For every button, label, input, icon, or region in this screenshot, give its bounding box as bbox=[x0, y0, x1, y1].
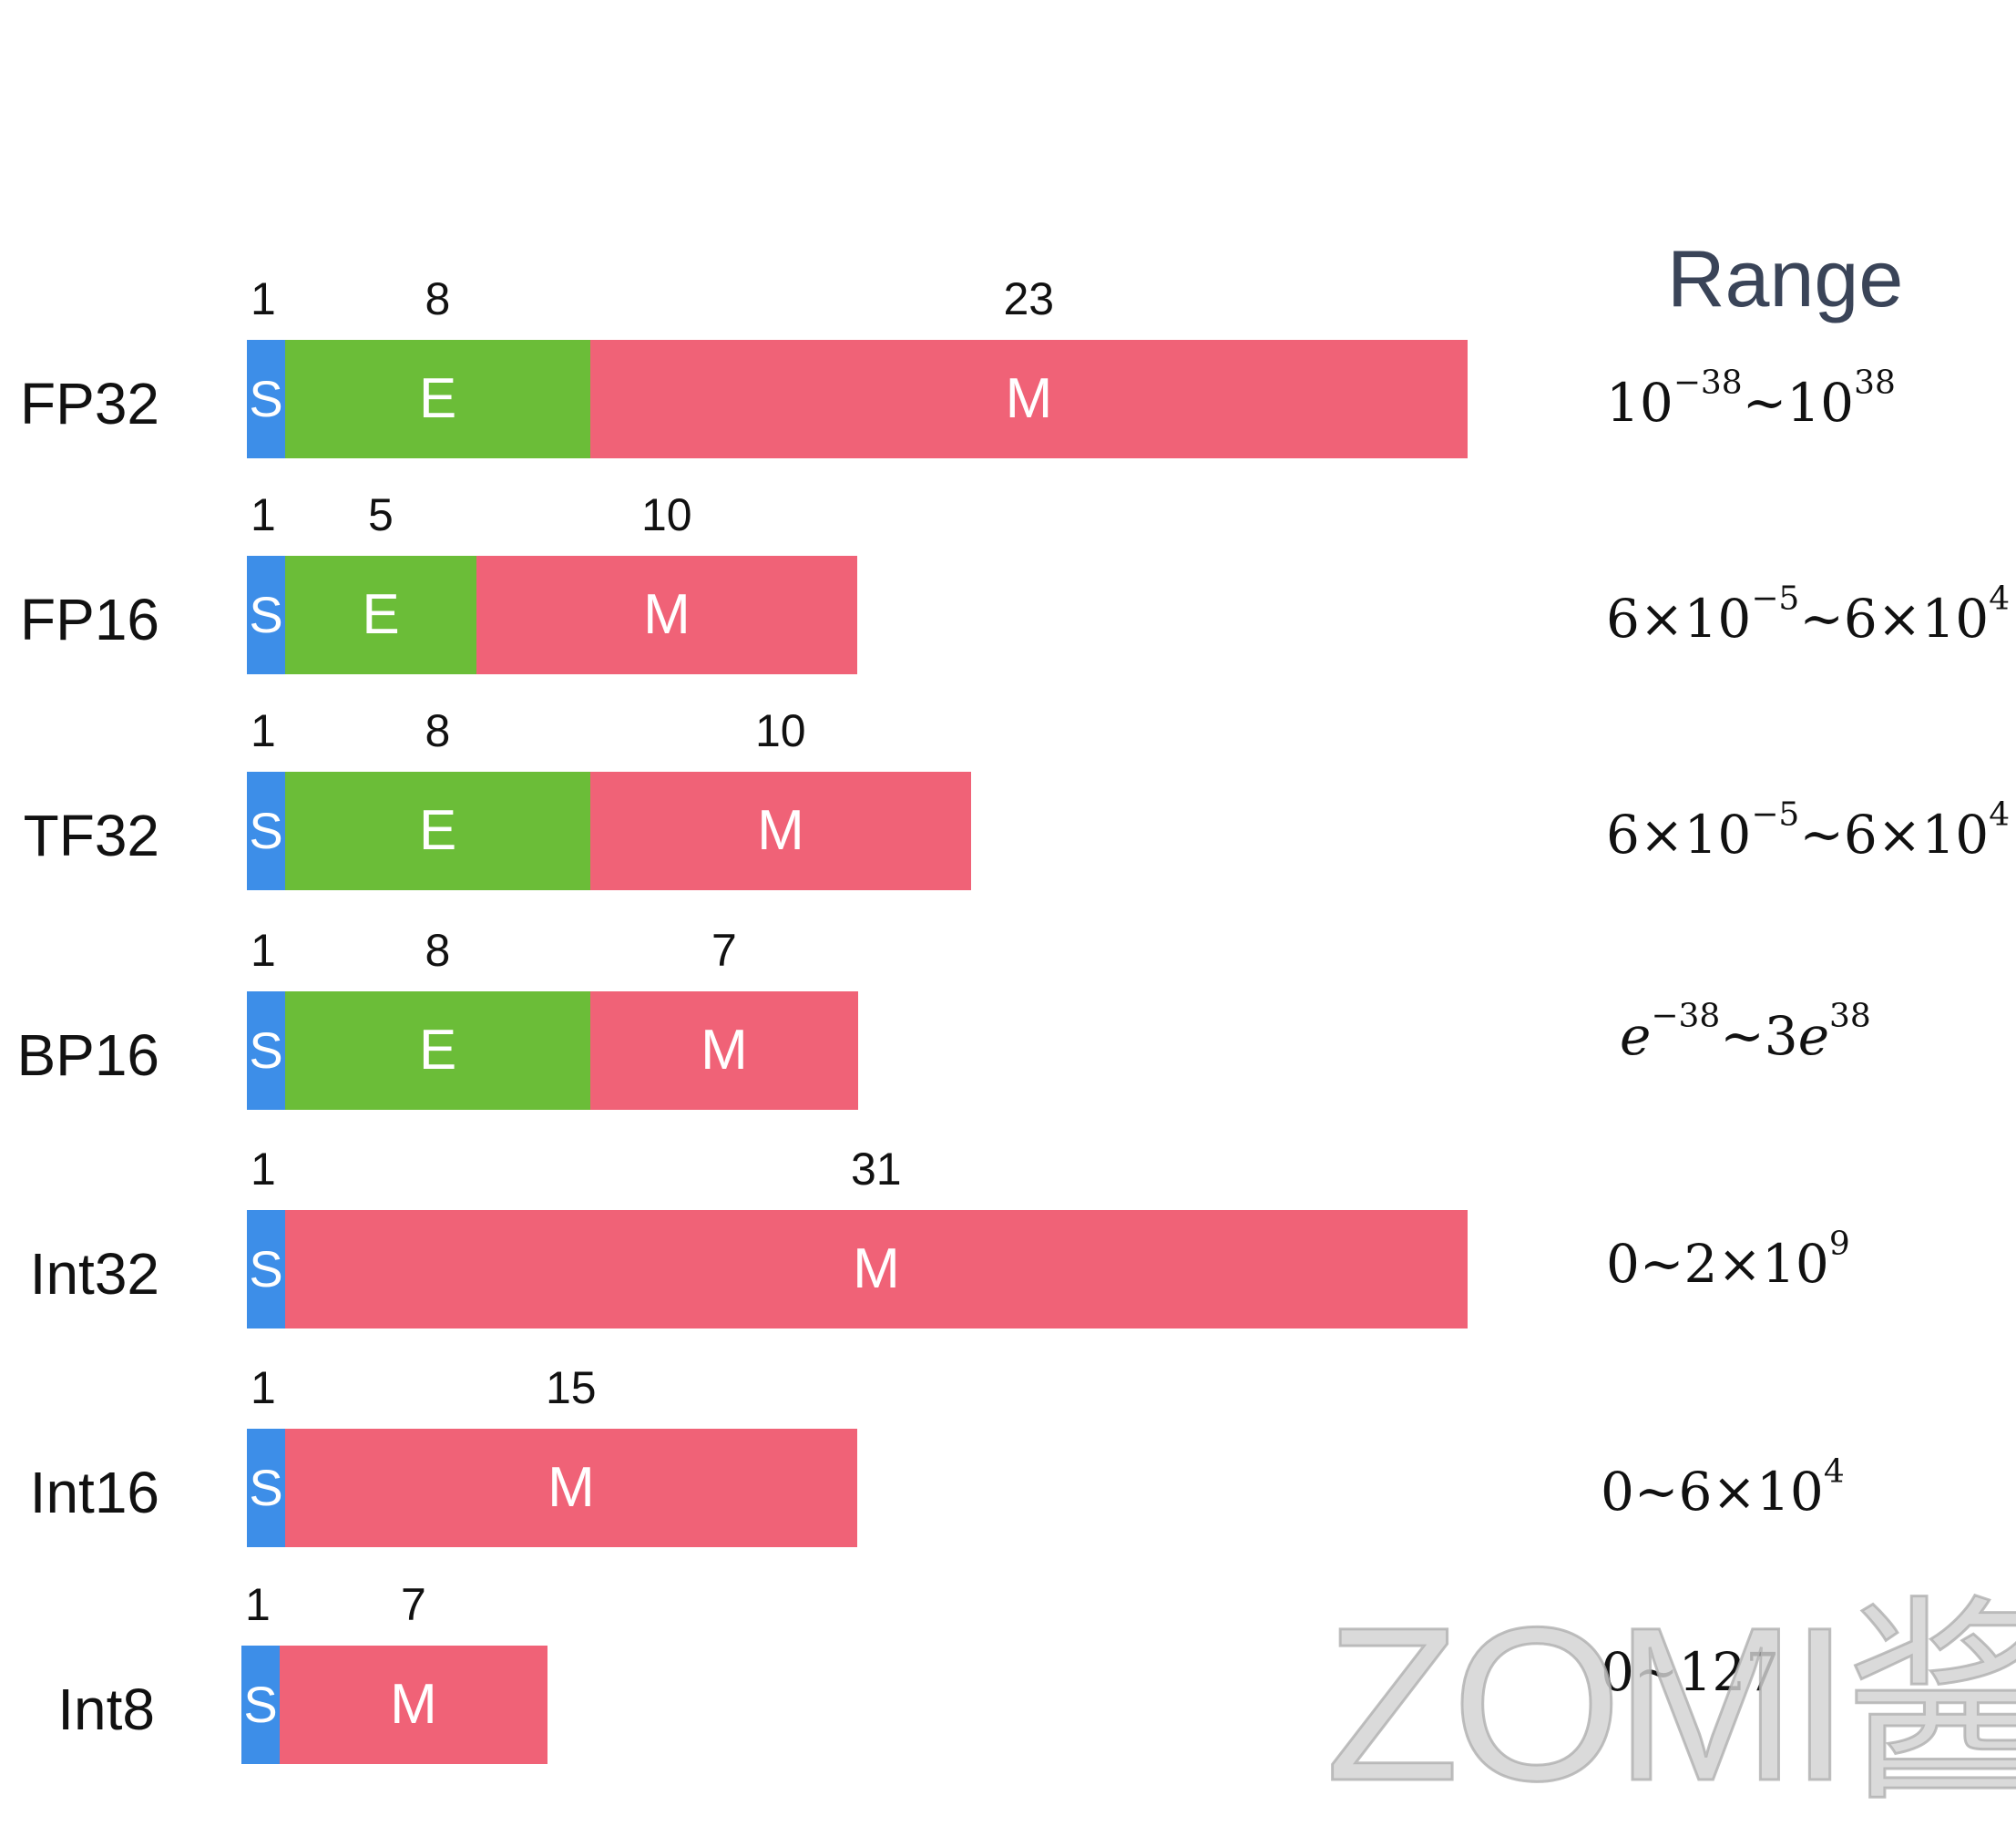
fp32-exponent-segment: E bbox=[285, 340, 590, 458]
fp32-mantissa-bits: 23 bbox=[1003, 273, 1055, 324]
fp32-exponent-letter: E bbox=[418, 367, 457, 430]
int8-sign-bits: 1 bbox=[245, 1579, 271, 1630]
int8-sign-segment: S bbox=[241, 1646, 280, 1764]
fp16-exponent-letter: E bbox=[362, 583, 400, 646]
fp16-sign-segment: S bbox=[247, 556, 285, 674]
fp32-mantissa-segment: M bbox=[590, 340, 1468, 458]
format-label-tf32: TF32 bbox=[23, 803, 159, 868]
fp16-exponent-bits: 5 bbox=[368, 489, 394, 540]
fp16-sign-bits: 1 bbox=[251, 489, 276, 540]
fp32-exponent-bits: 8 bbox=[425, 273, 451, 324]
int32-sign-bits: 1 bbox=[251, 1144, 276, 1195]
format-label-fp16: FP16 bbox=[20, 587, 159, 652]
range-value-fp32: 10−38~1038 bbox=[1606, 364, 1896, 434]
int16-sign-letter: S bbox=[249, 1459, 283, 1516]
int8-mantissa-bits: 7 bbox=[401, 1579, 426, 1630]
tf32-mantissa-bits: 10 bbox=[755, 705, 806, 756]
bp16-mantissa-letter: M bbox=[701, 1019, 748, 1082]
int8-mantissa-letter: M bbox=[390, 1673, 437, 1736]
fp16-mantissa-letter: M bbox=[643, 583, 691, 646]
bp16-sign-letter: S bbox=[249, 1021, 283, 1079]
int32-mantissa-letter: M bbox=[853, 1237, 900, 1300]
fp32-sign-letter: S bbox=[249, 370, 283, 427]
range-value-bp16: e−38~3e38 bbox=[1620, 997, 1871, 1067]
fp32-sign-segment: S bbox=[247, 340, 285, 458]
range-value-int16: 0~6×104 bbox=[1601, 1452, 1845, 1523]
bp16-sign-bits: 1 bbox=[251, 925, 276, 976]
bp16-mantissa-bits: 7 bbox=[711, 925, 737, 976]
bp16-sign-segment: S bbox=[247, 991, 285, 1110]
int32-sign-segment: S bbox=[247, 1210, 285, 1328]
range-value-fp16: 6×10−5~6×104 bbox=[1606, 580, 2011, 650]
bp16-exponent-segment: E bbox=[285, 991, 590, 1110]
range-header: Range bbox=[1667, 233, 1904, 323]
tf32-mantissa-segment: M bbox=[590, 772, 971, 890]
tf32-exponent-letter: E bbox=[418, 799, 457, 862]
bp16-mantissa-segment: M bbox=[590, 991, 858, 1110]
bp16-exponent-letter: E bbox=[418, 1019, 457, 1082]
format-label-int32: Int32 bbox=[29, 1241, 159, 1307]
int32-mantissa-bits: 31 bbox=[851, 1144, 902, 1195]
fp32-sign-bits: 1 bbox=[251, 273, 276, 324]
tf32-exponent-bits: 8 bbox=[425, 705, 451, 756]
int16-mantissa-letter: M bbox=[547, 1456, 595, 1519]
tf32-sign-bits: 1 bbox=[251, 705, 276, 756]
int32-mantissa-segment: M bbox=[285, 1210, 1468, 1328]
fp16-exponent-segment: E bbox=[285, 556, 476, 674]
int16-sign-bits: 1 bbox=[251, 1362, 276, 1413]
tf32-sign-letter: S bbox=[249, 802, 283, 859]
fp16-mantissa-bits: 10 bbox=[641, 489, 692, 540]
int8-mantissa-segment: M bbox=[280, 1646, 547, 1764]
bp16-exponent-bits: 8 bbox=[425, 925, 451, 976]
format-label-int8: Int8 bbox=[57, 1677, 155, 1742]
int16-sign-segment: S bbox=[247, 1429, 285, 1547]
int8-sign-letter: S bbox=[243, 1676, 278, 1733]
zomi-watermark: ZOMI酱 bbox=[1325, 1582, 2016, 1826]
range-value-int8: 0~127 bbox=[1601, 1641, 1780, 1703]
tf32-exponent-segment: E bbox=[285, 772, 590, 890]
int16-mantissa-segment: M bbox=[285, 1429, 857, 1547]
int16-mantissa-bits: 15 bbox=[546, 1362, 597, 1413]
int32-sign-letter: S bbox=[249, 1240, 283, 1298]
fp32-mantissa-letter: M bbox=[1005, 367, 1053, 430]
format-label-fp32: FP32 bbox=[20, 371, 159, 436]
number-format-diagram: Range FP32 S 1 E 8 M 23 10−38~1038 FP16 S 1 E 5 M 10 6×… bbox=[16, 233, 2016, 1815]
tf32-mantissa-letter: M bbox=[757, 799, 804, 862]
fp16-mantissa-segment: M bbox=[476, 556, 857, 674]
format-label-int16: Int16 bbox=[29, 1460, 159, 1525]
tf32-sign-segment: S bbox=[247, 772, 285, 890]
range-value-int32: 0~2×109 bbox=[1606, 1225, 1850, 1295]
range-value-tf32: 6×10−5~6×104 bbox=[1606, 795, 2011, 866]
fp16-sign-letter: S bbox=[249, 586, 283, 643]
format-label-bp16: BP16 bbox=[16, 1022, 159, 1088]
